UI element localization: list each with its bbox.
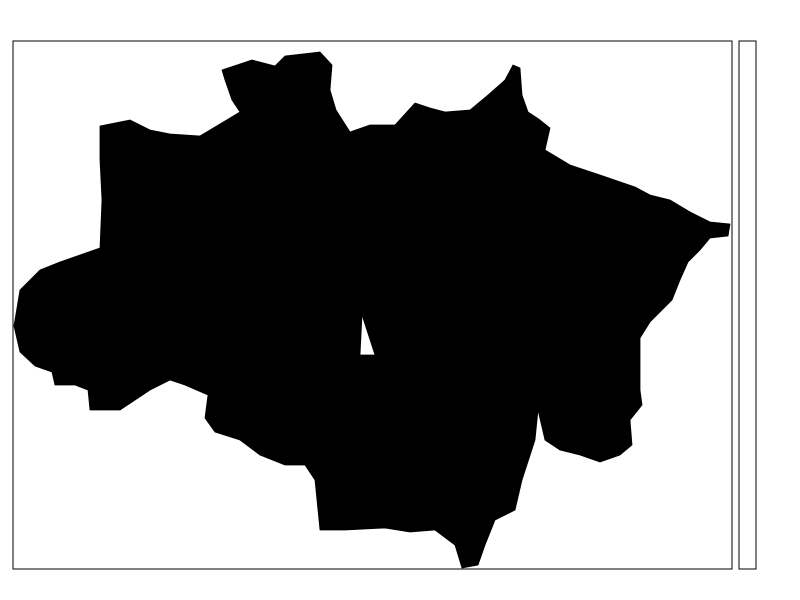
state-AC[interactable] xyxy=(13,325,171,411)
state-TO[interactable] xyxy=(537,279,643,463)
legend-frame xyxy=(738,40,757,570)
states-layer xyxy=(13,51,731,569)
state-MT[interactable] xyxy=(289,354,549,569)
color-legend xyxy=(738,40,757,570)
